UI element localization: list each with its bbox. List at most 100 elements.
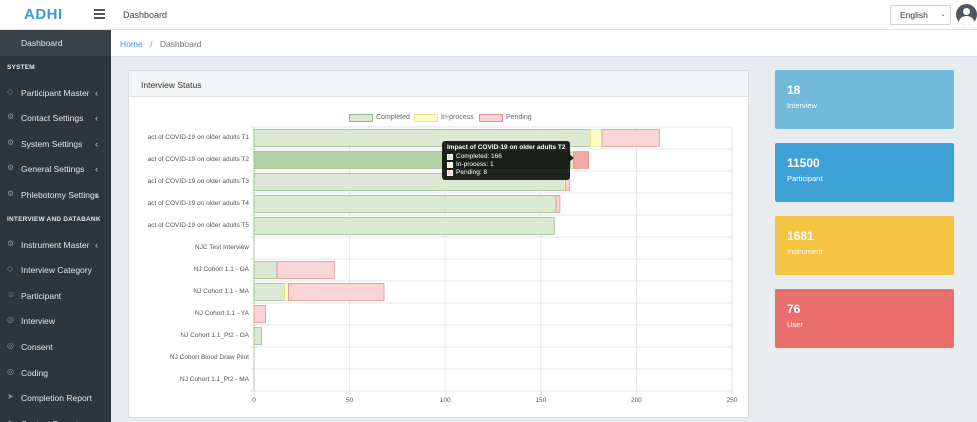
interview-status-chart: Completed In-process Pending act of COVID-1…: [129, 97, 748, 417]
gear-icon: ⚙: [7, 137, 15, 147]
y-tick-label: NJ Cohort 1.1 - YA: [195, 310, 249, 317]
bar-pending[interactable]: [555, 195, 561, 213]
x-tick-label: 100: [439, 397, 451, 404]
sidebar-item-coding[interactable]: ◎ Coding: [0, 360, 111, 386]
breadcrumb: Home / Dashboard: [111, 30, 977, 57]
y-tick-label: act of COVID-19 on older adults T4: [147, 200, 249, 207]
x-tick-label: 50: [345, 397, 354, 404]
sidebar-item-phlebotomy-settings[interactable]: ⚙ Phlebotomy Settings ‹: [0, 182, 111, 208]
y-tick-label: NJ Cohort 1.1_Pt2 - MA: [180, 376, 249, 383]
chevron-left-icon: ‹: [95, 189, 98, 200]
bar-pending[interactable]: [572, 151, 589, 169]
user-icon: ☺: [7, 289, 16, 299]
app-logo[interactable]: ADHI: [24, 6, 63, 23]
send-icon: ➤: [7, 418, 15, 422]
stat-box-participant[interactable]: 11500 Participant: [775, 143, 954, 202]
x-tick-label: 200: [630, 397, 642, 404]
legend-swatch[interactable]: [479, 114, 503, 122]
breadcrumb-current: Dashboard: [159, 39, 202, 49]
breadcrumb-separator: /: [150, 39, 153, 49]
y-tick-label: NJ Cohort Blood Draw Pilot: [169, 354, 249, 361]
sidebar-item-label: Instrument Master: [21, 239, 90, 250]
chart-tooltip: Impact of COVID-19 on older adults T2 Com…: [442, 141, 571, 180]
sidebar-item-consent[interactable]: ◎ Consent: [0, 334, 111, 360]
bar-completed[interactable]: [253, 283, 285, 301]
stat-label: Instrument: [787, 247, 823, 256]
eye-icon: ◎: [7, 340, 14, 350]
sidebar-item-dashboard[interactable]: Dashboard: [0, 30, 111, 56]
stat-box-interview[interactable]: 18 Interview: [775, 70, 954, 129]
tooltip-swatch: [447, 154, 453, 160]
bar-completed[interactable]: [253, 261, 278, 279]
sidebar-item-interview[interactable]: ◎ Interview: [0, 308, 111, 334]
bar-completed[interactable]: [253, 217, 555, 235]
sidebar-item-label: Contact Settings: [21, 113, 84, 124]
page-title: Dashboard: [123, 10, 168, 20]
y-tick-label: act of COVID-19 on older adults T2: [147, 156, 249, 163]
sidebar-item-label: Consent: [21, 341, 53, 352]
stat-value: 11500: [787, 156, 820, 170]
menu-toggle-icon[interactable]: [94, 9, 105, 19]
tooltip-row: In-process: 1: [447, 161, 565, 169]
chevron-left-icon: ‹: [95, 113, 98, 124]
stat-label: Participant: [787, 174, 823, 183]
sidebar-item-label: General Settings: [21, 164, 85, 175]
legend-label[interactable]: In-process: [441, 114, 474, 121]
sidebar-section-title: SYSTEM: [7, 63, 35, 71]
gear-icon: ⚙: [7, 163, 15, 173]
sidebar-item-participant[interactable]: ☺ Participant: [0, 283, 111, 309]
user-avatar[interactable]: [956, 4, 977, 25]
y-tick-label: act of COVID-19 on older adults T1: [147, 134, 249, 141]
legend-swatch[interactable]: [349, 114, 373, 122]
bar-in-process[interactable]: [590, 129, 603, 147]
legend-label[interactable]: Pending: [506, 114, 532, 121]
chevron-left-icon: ‹: [95, 164, 98, 175]
chevron-left-icon: ‹: [95, 87, 98, 98]
top-navbar: ADHI Dashboard English ⌄: [0, 0, 977, 30]
sidebar-item-label: Participant Master: [21, 87, 90, 98]
tooltip-swatch: [447, 162, 453, 168]
tooltip-row: Completed: 166: [447, 153, 565, 161]
tag-icon: ◇: [7, 86, 14, 96]
bar-pending[interactable]: [601, 129, 660, 147]
card-title: Interview Status: [129, 71, 748, 97]
sidebar-item-contact-settings[interactable]: ⚙ Contact Settings ‹: [0, 105, 111, 131]
sidebar-item-label: System Settings: [21, 138, 83, 149]
breadcrumb-home-link[interactable]: Home: [120, 39, 143, 49]
sidebar-item-instrument-master[interactable]: ⚙ Instrument Master ‹: [0, 232, 111, 258]
sidebar-item-completion-report[interactable]: ➤ Completion Report: [0, 385, 111, 411]
send-icon: ➤: [7, 392, 14, 402]
bar-in-process[interactable]: [284, 283, 289, 301]
stat-box-instrument[interactable]: 1681 Instrument: [775, 216, 954, 275]
sidebar-item-general-settings[interactable]: ⚙ General Settings ‹: [0, 156, 111, 182]
stat-box-user[interactable]: 76 User: [775, 289, 954, 348]
sidebar-item-participant-master[interactable]: ◇ Participant Master ‹: [0, 80, 111, 106]
legend-swatch[interactable]: [414, 114, 438, 122]
stat-value: 18: [787, 83, 801, 97]
gear-icon: ⚙: [7, 238, 15, 248]
bar-completed[interactable]: [253, 195, 557, 213]
bar-completed[interactable]: [253, 327, 263, 345]
language-select[interactable]: English ⌄: [890, 5, 951, 25]
sidebar-item-interview-category[interactable]: ◇ Interview Category: [0, 257, 111, 283]
y-tick-label: NJ Cohort 1.1 - MA: [193, 288, 249, 295]
sidebar-item-label: Dashboard: [21, 38, 63, 48]
chevron-left-icon: ‹: [95, 239, 98, 250]
sidebar-item-system-settings[interactable]: ⚙ System Settings ‹: [0, 131, 111, 157]
sidebar-item-label: Phlebotomy Settings: [21, 189, 99, 200]
x-tick-label: 250: [726, 397, 738, 404]
eye-icon: ◎: [7, 315, 14, 325]
bar-pending[interactable]: [288, 283, 385, 301]
stat-label: User: [787, 320, 803, 329]
y-tick-label: NJC Test Interview: [194, 244, 249, 251]
bar-pending[interactable]: [276, 261, 335, 279]
y-tick-label: NJ Cohort 1.1_Pt2 - OA: [180, 332, 249, 339]
x-tick-label: 0: [252, 397, 256, 404]
sidebar-item-label: Participant: [21, 290, 62, 301]
sidebar-item-label: Interview Category: [21, 265, 92, 276]
sidebar-item-contact-report[interactable]: ➤ Contact Report: [0, 411, 111, 422]
eye-icon: ◎: [7, 366, 14, 376]
legend-label[interactable]: Completed: [376, 114, 410, 121]
tooltip-row-text: Completed: 166: [456, 153, 502, 160]
bar-pending[interactable]: [253, 305, 266, 323]
